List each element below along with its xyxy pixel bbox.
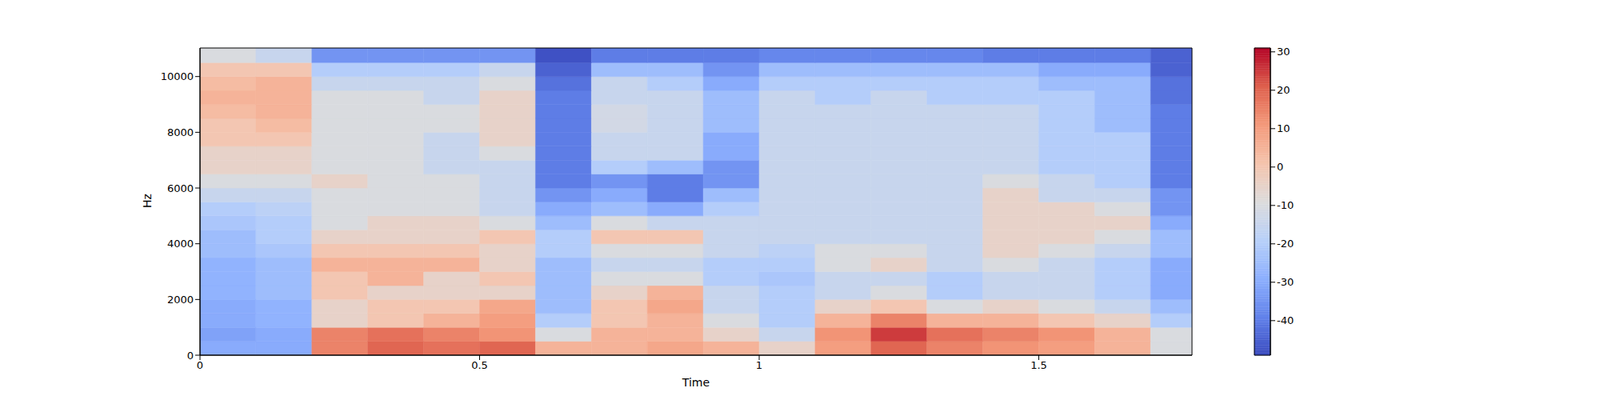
svg-text:1: 1 — [756, 359, 763, 372]
svg-text:8000: 8000 — [167, 126, 194, 139]
svg-text:0.5: 0.5 — [471, 359, 488, 372]
html-text:Hz: Hz — [140, 193, 154, 208]
svg-text:20: 20 — [1276, 84, 1291, 96]
html-text:Time: Time — [682, 376, 710, 389]
svg-text:0: 0 — [196, 359, 204, 372]
svg-text:4000: 4000 — [167, 237, 194, 250]
svg-text:-30: -30 — [1276, 276, 1294, 288]
svg-text:-20: -20 — [1276, 237, 1294, 250]
svg-text:1.5: 1.5 — [1030, 359, 1048, 372]
svg-text:10000: 10000 — [160, 70, 194, 83]
svg-text:-40: -40 — [1276, 314, 1294, 327]
svg-text:-10: -10 — [1276, 199, 1294, 212]
svg-text:2000: 2000 — [167, 293, 194, 306]
svg-text:10: 10 — [1276, 122, 1291, 135]
svg-text:0: 0 — [1276, 160, 1284, 173]
svg-text:30: 30 — [1276, 45, 1291, 58]
svg-text:0: 0 — [187, 349, 194, 362]
svg-text:6000: 6000 — [167, 182, 194, 195]
